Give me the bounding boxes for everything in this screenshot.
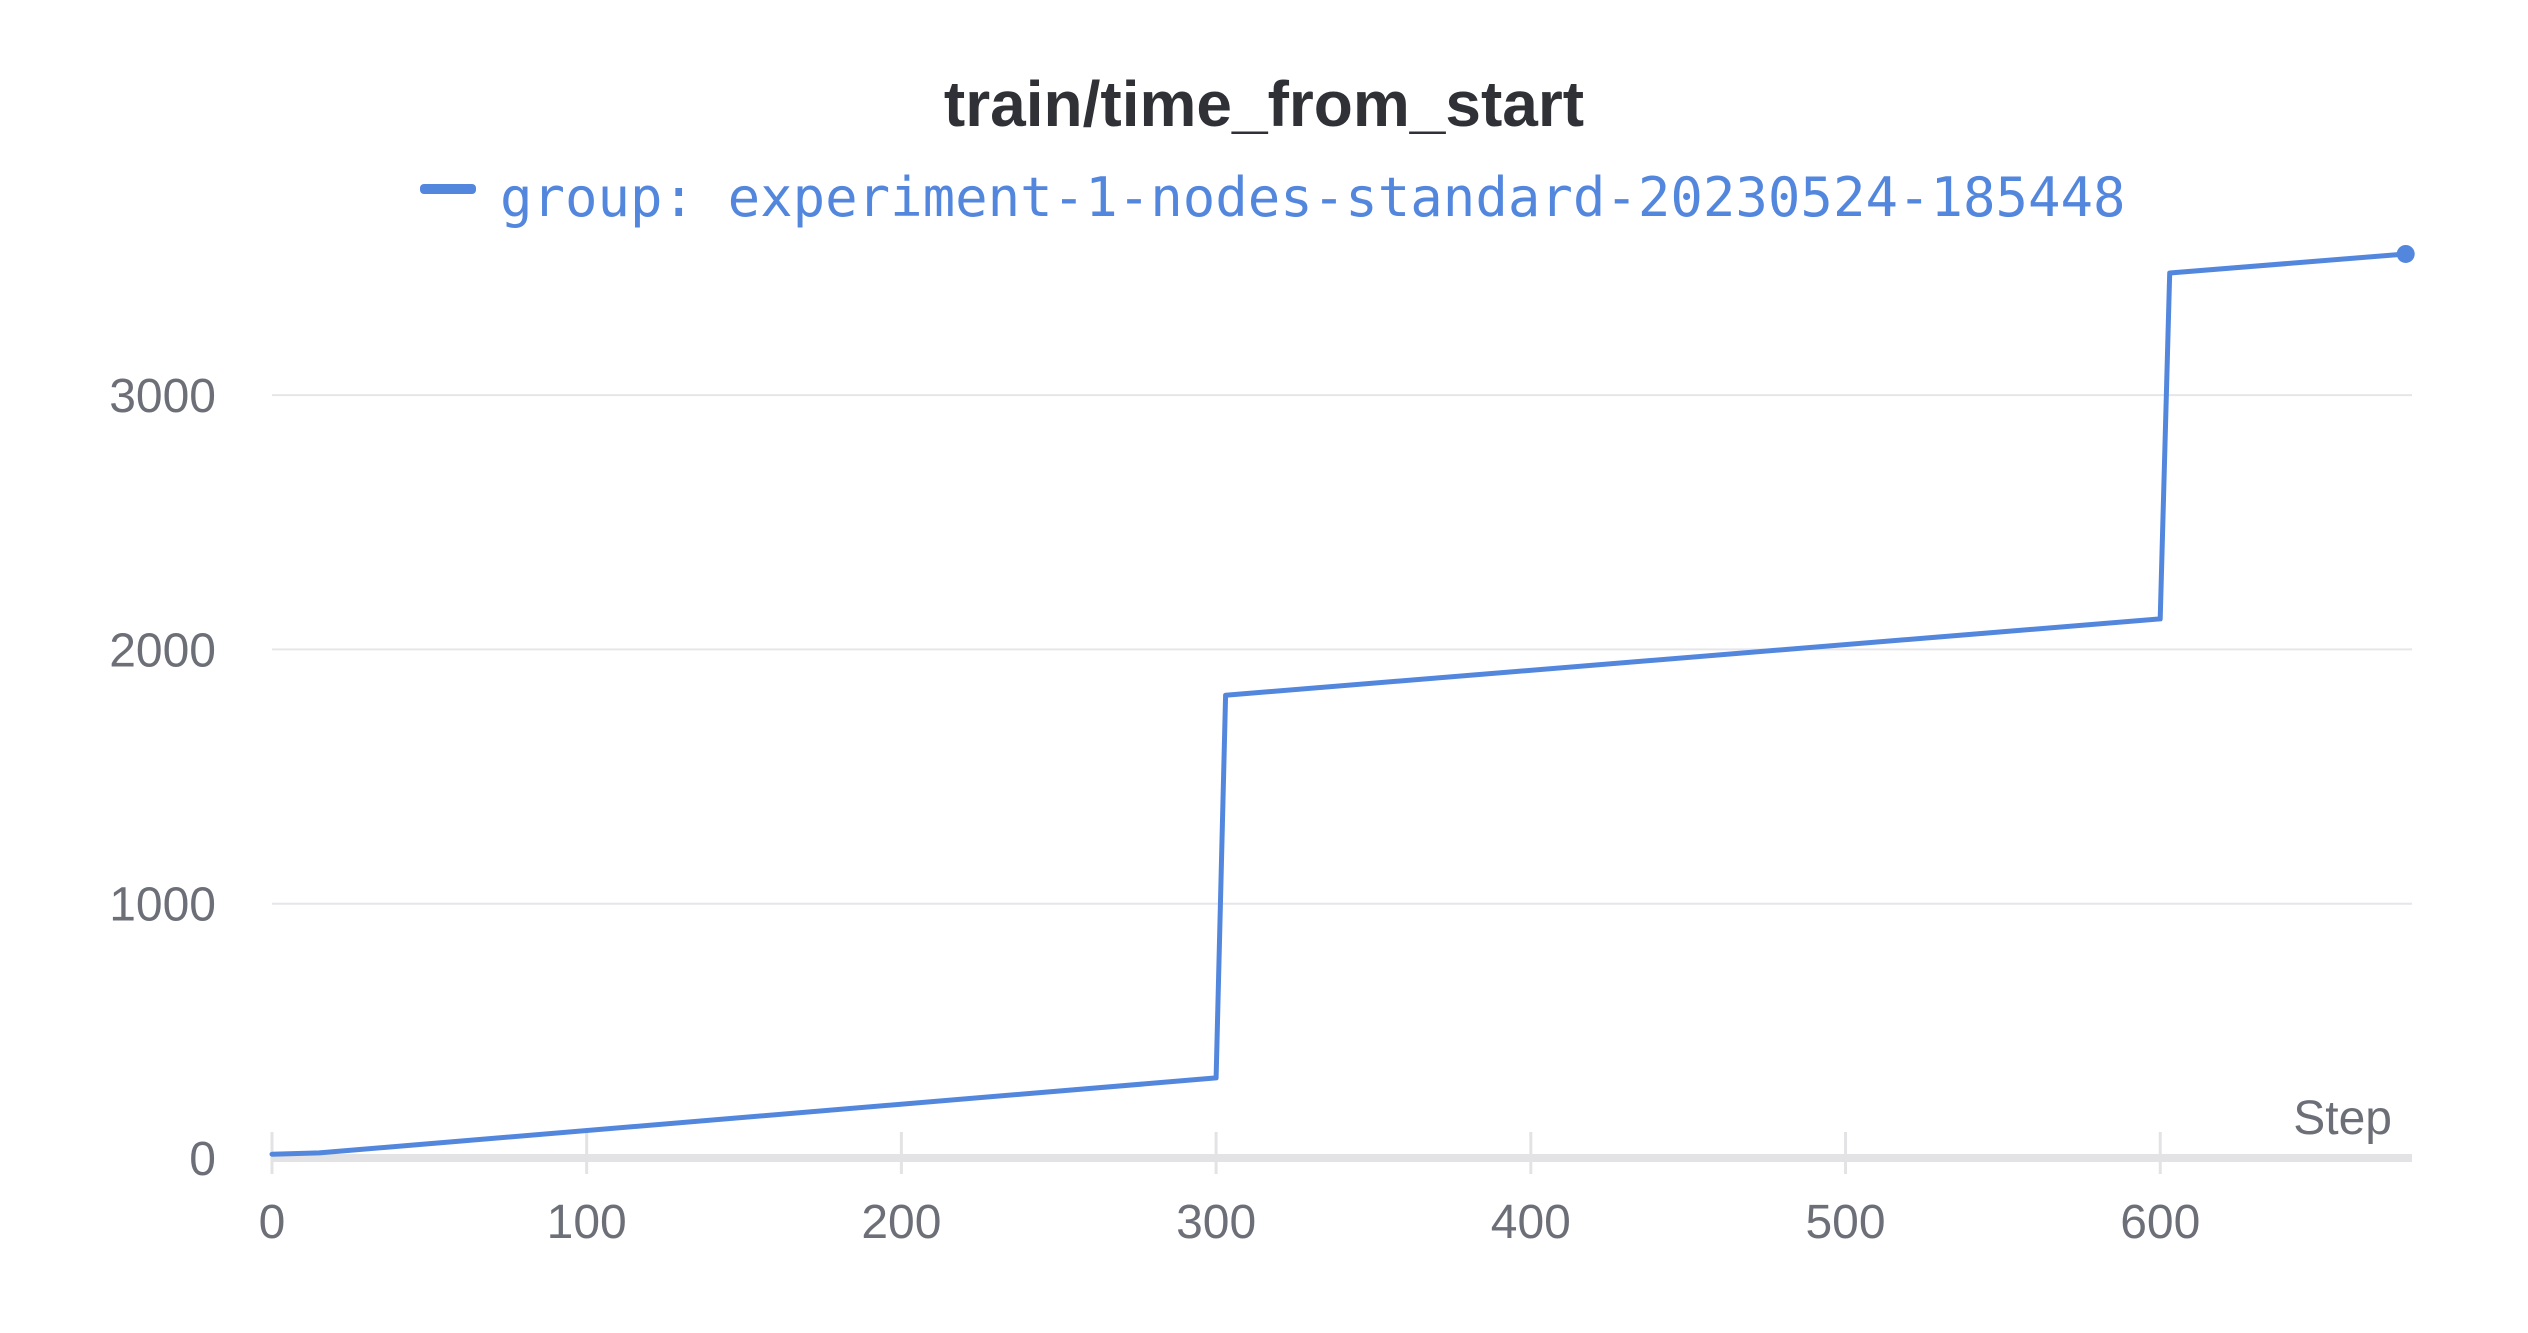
x-tick-label: 200 xyxy=(861,1196,941,1249)
legend[interactable]: group: experiment-1-nodes-standard-20230… xyxy=(420,166,2126,229)
x-tick-label: 0 xyxy=(259,1196,286,1249)
series-layer xyxy=(268,244,2415,1158)
x-axis: 0 100 200 300 400 500 600 Step xyxy=(259,1092,2412,1249)
series-point[interactable] xyxy=(315,1149,323,1157)
y-tick-label: 3000 xyxy=(109,370,216,423)
series-endpoint-marker[interactable] xyxy=(2396,244,2415,263)
legend-label: group: experiment-1-nodes-standard-20230… xyxy=(500,166,2126,229)
x-axis-title: Step xyxy=(2293,1092,2392,1145)
y-tick-label: 2000 xyxy=(109,624,216,677)
chart-title: train/time_from_start xyxy=(944,68,1584,140)
y-tick-label: 0 xyxy=(189,1133,216,1186)
y-axis: 0 1000 2000 3000 xyxy=(109,370,216,1186)
x-tick-label: 300 xyxy=(1176,1196,1256,1249)
series-point[interactable] xyxy=(268,1150,276,1158)
series-line[interactable] xyxy=(269,251,2409,1157)
legend-swatch xyxy=(420,184,476,194)
series-point[interactable] xyxy=(1222,691,1230,699)
x-tick-label: 400 xyxy=(1491,1196,1571,1249)
series-point[interactable] xyxy=(2166,269,2174,277)
y-tick-label: 1000 xyxy=(109,879,216,932)
x-tick-label: 600 xyxy=(2120,1196,2200,1249)
x-tick-label: 100 xyxy=(547,1196,627,1249)
gridlines xyxy=(272,394,2412,905)
x-tick-label: 500 xyxy=(1805,1196,1885,1249)
series-point[interactable] xyxy=(1212,1074,1220,1082)
series-point[interactable] xyxy=(2156,615,2164,623)
